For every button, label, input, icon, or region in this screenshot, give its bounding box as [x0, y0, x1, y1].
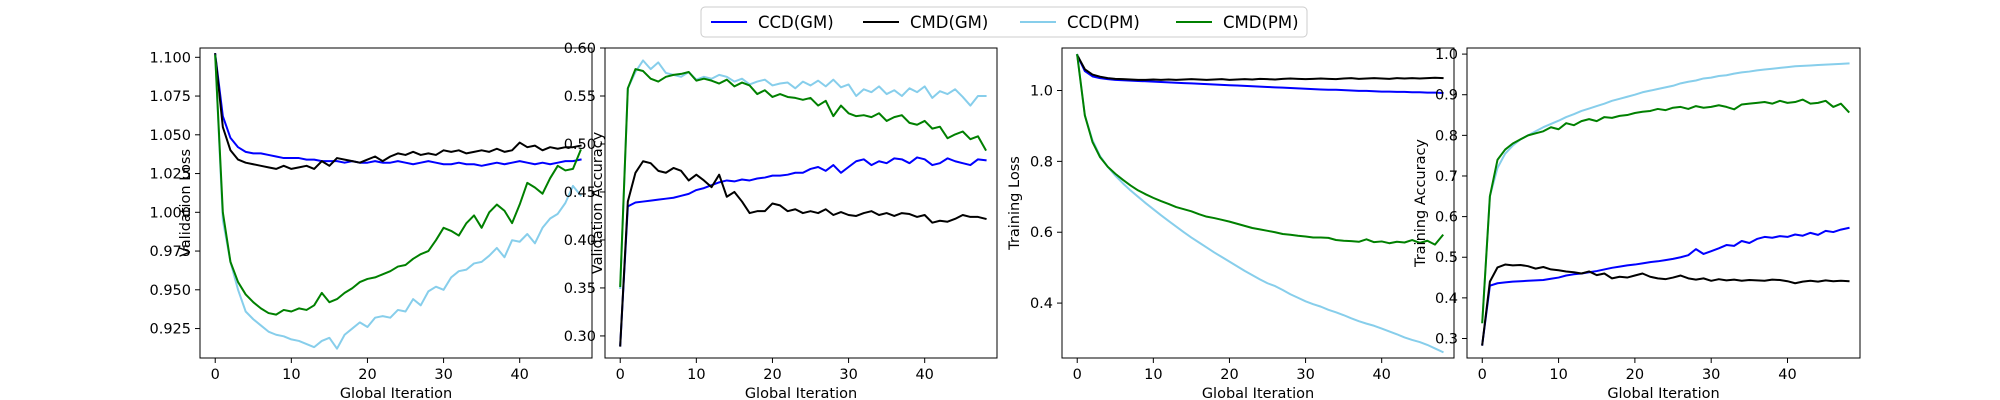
y-tick-label: 0.50	[564, 137, 596, 153]
x-axis-label: Global Iteration	[1202, 386, 1314, 400]
chart-panel-3: 0 10 20 30 40 0.4 0.6 0.8 1.0 Global Iteration Tra…	[1007, 47, 1455, 400]
x-tick-label: 20	[1626, 367, 1644, 383]
series-line-cmd-gm	[1481, 263, 1850, 346]
legend-item-cmd-pm: CMD(PM)	[1176, 13, 1299, 32]
axes-frame	[1061, 47, 1455, 359]
x-tick-label: 40	[915, 367, 933, 383]
y-tick-label: 0.975	[149, 244, 191, 260]
y-tick-label: 0.925	[149, 322, 191, 338]
y-tick-label: 0.5	[1435, 250, 1458, 266]
legend: CCD(GM) CMD(GM) CCD(PM) CMD(PM)	[700, 6, 1308, 38]
x-tick-label: 10	[687, 367, 705, 383]
axes-frame	[199, 47, 593, 359]
legend-item-cmd-gm: CMD(GM)	[863, 13, 988, 32]
x-tick-label: 40	[1778, 367, 1796, 383]
x-tick-label: 0	[1073, 367, 1082, 383]
series-line-ccd-gm	[1075, 53, 1444, 95]
y-tick-label: 0.8	[1435, 128, 1458, 144]
x-tick-label: 30	[1296, 367, 1314, 383]
x-tick-label: 0	[211, 367, 220, 383]
y-tick-label: 0.950	[149, 283, 191, 299]
y-tick-label: 0.8	[1030, 154, 1053, 170]
legend-label: CMD(GM)	[910, 13, 988, 32]
series-line-ccd-pm	[619, 59, 987, 289]
axes-frame	[1466, 47, 1861, 359]
series-line-ccd-gm	[1481, 226, 1850, 346]
y-tick-label: 0.3	[1435, 331, 1458, 347]
series-line-cmd-gm	[619, 160, 987, 347]
y-tick-label: 1.100	[149, 50, 191, 66]
series-line-cmd-pm	[1076, 53, 1444, 246]
chart-panel-2: 0 10 20 30 40 0.30 0.35 0.40 0.45 0.50 0.55 0.60 Glo…	[564, 41, 998, 400]
y-tick-label: 1.075	[149, 89, 191, 105]
series-line-cmd-pm	[1481, 98, 1850, 324]
series-line-ccd-pm	[214, 54, 582, 350]
x-tick-label: 0	[616, 367, 625, 383]
x-axis-label: Global Iteration	[1607, 386, 1719, 400]
legend-label: CCD(GM)	[758, 13, 834, 32]
y-tick-label: 0.40	[564, 233, 596, 249]
legend-label: CCD(PM)	[1067, 13, 1140, 32]
y-axis-label: Validation Accuracy	[590, 131, 606, 274]
series-line-cmd-gm	[214, 53, 582, 170]
y-tick-label: 1.000	[149, 205, 191, 221]
legend-label: CMD(PM)	[1223, 13, 1299, 32]
y-tick-label: 0.6	[1435, 210, 1458, 226]
y-tick-label: 0.45	[564, 185, 596, 201]
x-tick-label: 20	[358, 367, 376, 383]
x-tick-label: 0	[1478, 367, 1487, 383]
series-line-ccd-gm	[619, 156, 987, 347]
x-tick-label: 20	[763, 367, 781, 383]
y-tick-label: 0.7	[1435, 169, 1458, 185]
y-tick-label: 0.4	[1030, 296, 1053, 312]
y-axis-label: Training Loss	[1007, 156, 1023, 251]
x-tick-label: 10	[282, 367, 300, 383]
y-tick-label: 0.9	[1435, 88, 1458, 104]
series-line-ccd-pm	[1076, 53, 1444, 354]
x-tick-label: 30	[839, 367, 857, 383]
x-tick-label: 40	[1372, 367, 1390, 383]
y-tick-label: 0.60	[564, 41, 596, 57]
y-tick-label: 1.0	[1030, 84, 1053, 100]
y-tick-label: 0.6	[1030, 225, 1053, 241]
y-tick-label: 0.35	[564, 281, 596, 297]
legend-box	[700, 6, 1308, 38]
x-tick-label: 20	[1220, 367, 1238, 383]
y-tick-label: 1.0	[1435, 47, 1458, 63]
series-line-ccd-gm	[214, 53, 582, 167]
y-tick-label: 1.050	[149, 128, 191, 144]
series-line-cmd-gm	[1075, 53, 1444, 81]
y-axis-label: Training Accuracy	[1413, 139, 1429, 268]
x-axis-label: Global Iteration	[745, 386, 857, 400]
legend-item-ccd-gm: CCD(GM)	[711, 13, 834, 32]
y-tick-label: 1.025	[149, 167, 191, 183]
y-axis-label: Validation Loss	[178, 149, 194, 257]
x-tick-label: 30	[434, 367, 452, 383]
series-line-cmd-pm	[214, 54, 582, 316]
legend-item-ccd-pm: CCD(PM)	[1020, 13, 1140, 32]
series-line-ccd-pm	[1481, 62, 1850, 324]
chart-panels: 0 10 20 30 400.9250.9500.9751.0001.0251.0501…	[149, 41, 1861, 400]
axes-frame	[604, 47, 998, 359]
x-tick-label: 30	[1702, 367, 1720, 383]
y-tick-label: 0.55	[564, 89, 596, 105]
x-axis-label: Global Iteration	[340, 386, 452, 400]
y-tick-label: 0.30	[564, 329, 596, 345]
x-tick-label: 40	[510, 367, 528, 383]
x-tick-label: 10	[1549, 367, 1567, 383]
chart-panel-4: 0 10 20 30 40 0.3 0.4 0.5 0.6 0.7 0.8 0.9 1.0 Global …	[1413, 47, 1861, 400]
y-tick-label: 0.4	[1435, 291, 1458, 307]
series-line-cmd-pm	[619, 68, 987, 288]
x-tick-label: 10	[1144, 367, 1162, 383]
chart-panel-1: 0 10 20 30 40 0.925 0.950 0.975 1.000 1.025 1.050 1…	[149, 47, 593, 400]
